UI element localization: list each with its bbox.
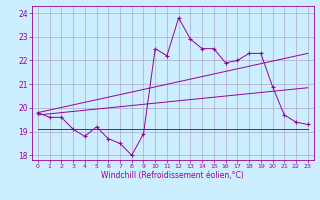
X-axis label: Windchill (Refroidissement éolien,°C): Windchill (Refroidissement éolien,°C) [101,171,244,180]
